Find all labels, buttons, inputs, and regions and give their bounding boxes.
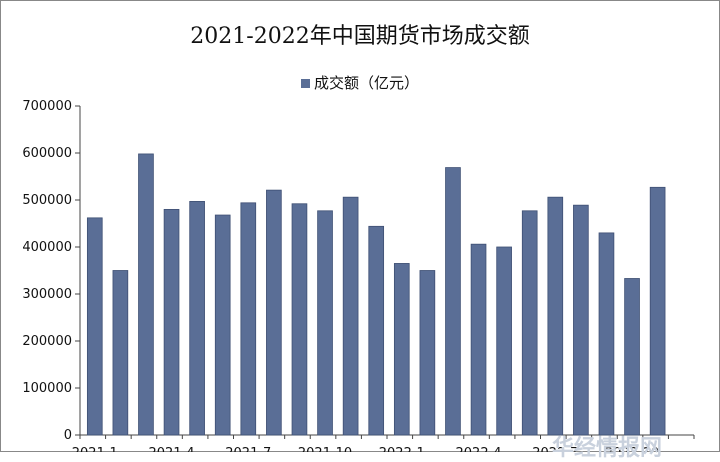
y-tick-label: 400000 <box>22 240 72 255</box>
y-tick-label: 500000 <box>22 193 72 208</box>
x-tick-label: 2021-10 <box>298 446 352 452</box>
x-tick-label: 2022-7 <box>532 446 578 452</box>
y-tick-label: 600000 <box>22 146 72 161</box>
bar <box>547 196 564 436</box>
x-tick-label: 2021-7 <box>225 446 271 452</box>
bar <box>163 208 180 436</box>
bar <box>112 270 129 436</box>
bar <box>266 189 282 436</box>
bar <box>521 210 538 436</box>
bar <box>573 204 589 436</box>
chart-title: 2021-2022年中国期货市场成交额 <box>190 24 530 49</box>
bar <box>317 210 333 436</box>
bar <box>189 201 205 436</box>
y-tick-label: 200000 <box>22 334 72 349</box>
bar <box>496 246 512 436</box>
bar <box>470 243 487 436</box>
watermark: 华经情报网 <box>552 436 663 461</box>
bar <box>86 217 103 436</box>
bar <box>419 270 436 436</box>
bar <box>445 167 461 436</box>
x-tick-label: 2022-4 <box>456 446 502 452</box>
bar <box>598 232 615 436</box>
bar <box>240 202 257 436</box>
x-tick-label: 2022-1 <box>379 446 425 452</box>
y-tick-label: 100000 <box>22 381 72 396</box>
bar <box>368 225 385 436</box>
y-tick-label: 700000 <box>22 99 72 114</box>
x-tick-label: 2022-10 <box>605 446 659 452</box>
bar-chart: 0 100000 200000 300000 400000 500000 600000 700… <box>22 99 695 452</box>
x-tick-label: 2021-1 <box>72 446 118 452</box>
bar <box>342 196 359 436</box>
legend-swatch <box>300 79 310 88</box>
bar <box>624 278 640 436</box>
legend-label: 成交额（亿元） <box>313 74 419 92</box>
bar <box>214 214 231 436</box>
legend: 成交额（亿元） <box>0 72 720 93</box>
y-tick-label: 0 <box>64 428 72 443</box>
bar <box>138 153 154 436</box>
bar <box>393 263 410 436</box>
x-tick-label: 2021-4 <box>149 446 195 452</box>
bar <box>649 186 666 436</box>
y-tick-label: 300000 <box>22 287 72 302</box>
bar <box>291 203 308 436</box>
